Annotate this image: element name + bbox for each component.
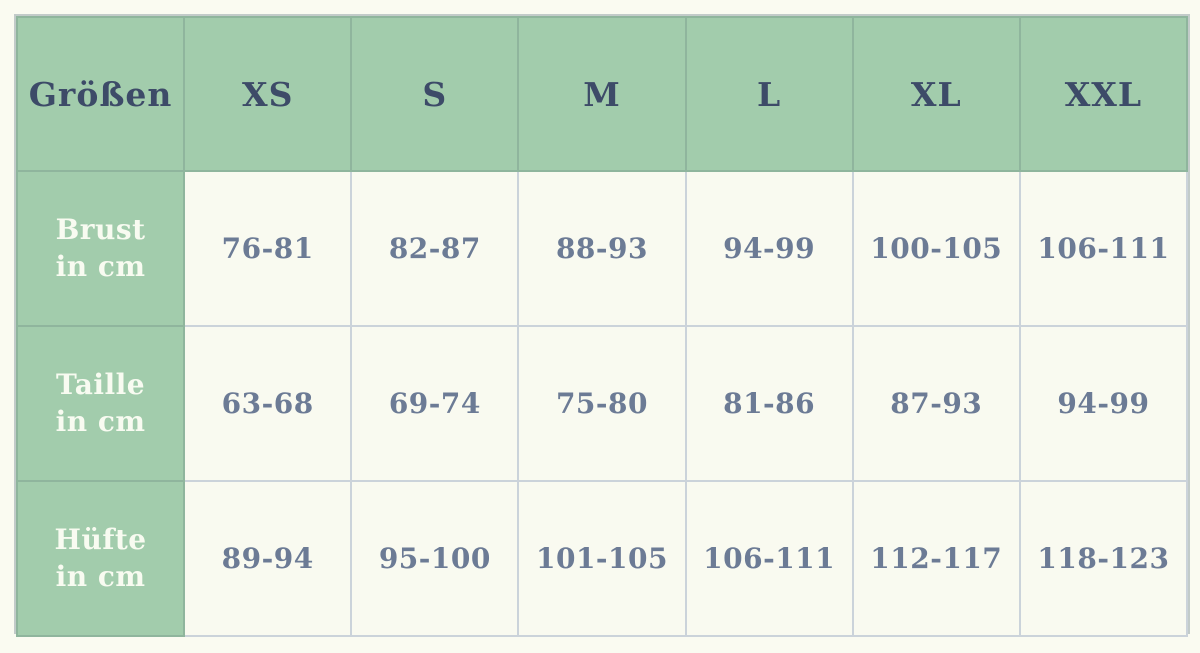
row-label-taille: Taille in cm: [15, 325, 186, 482]
size-header-xl: XL: [851, 16, 1021, 172]
header-row: Größen XS S M L XL XXL: [15, 16, 1189, 172]
value-cell: 95-100: [350, 480, 520, 637]
value-cell: 94-99: [684, 170, 854, 327]
table-row-taille: Taille in cm 63-68 69-74 75-80 81-86 87-…: [15, 325, 1189, 482]
value-cell: 82-87: [350, 170, 520, 327]
table-row-huefte: Hüfte in cm 89-94 95-100 101-105 106-111…: [15, 480, 1189, 637]
size-header-xxl: XXL: [1018, 16, 1189, 172]
value-cell: 106-111: [1018, 170, 1189, 327]
measure-unit: in cm: [55, 559, 146, 593]
value-cell: 87-93: [851, 325, 1021, 482]
measure-name: Taille: [56, 367, 146, 401]
value-cell: 118-123: [1018, 480, 1189, 637]
size-header-s: S: [350, 16, 520, 172]
value-cell: 88-93: [517, 170, 687, 327]
size-table: Größen XS S M L XL XXL Brust in cm 76-81…: [15, 16, 1189, 637]
size-header-xs: XS: [183, 16, 353, 172]
value-cell: 75-80: [517, 325, 687, 482]
size-chart: Größen XS S M L XL XXL Brust in cm 76-81…: [14, 14, 1190, 637]
value-cell: 69-74: [350, 325, 520, 482]
value-cell: 94-99: [1018, 325, 1189, 482]
measure-name: Brust: [55, 212, 146, 246]
value-cell: 106-111: [684, 480, 854, 637]
value-cell: 100-105: [851, 170, 1021, 327]
measure-unit: in cm: [55, 249, 146, 283]
size-header-m: M: [517, 16, 687, 172]
value-cell: 112-117: [851, 480, 1021, 637]
value-cell: 76-81: [183, 170, 353, 327]
table-row-brust: Brust in cm 76-81 82-87 88-93 94-99 100-…: [15, 170, 1189, 327]
measure-name: Hüfte: [54, 522, 147, 556]
measure-unit: in cm: [55, 404, 146, 438]
value-cell: 81-86: [684, 325, 854, 482]
value-cell: 63-68: [183, 325, 353, 482]
row-label-brust: Brust in cm: [15, 170, 186, 327]
row-label-huefte: Hüfte in cm: [15, 480, 186, 637]
size-header-l: L: [684, 16, 854, 172]
value-cell: 101-105: [517, 480, 687, 637]
value-cell: 89-94: [183, 480, 353, 637]
corner-header-groessen: Größen: [15, 16, 186, 172]
